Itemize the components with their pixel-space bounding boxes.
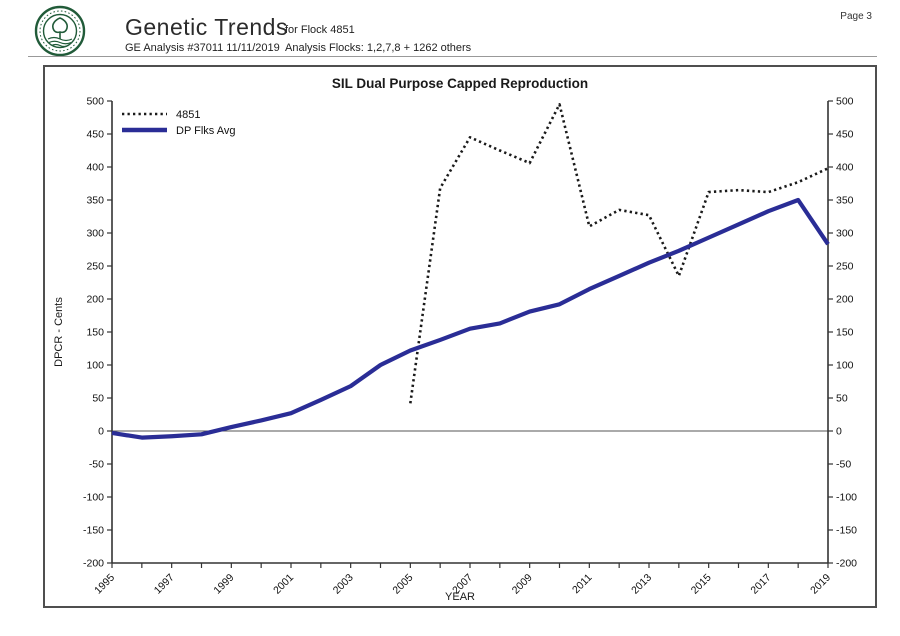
y-axis-tick-label-right: 250 xyxy=(836,261,854,273)
y-axis-tick-label: 150 xyxy=(86,327,104,339)
y-axis-tick-label: 350 xyxy=(86,195,104,207)
chart-panel: -200 -200 -150 -150 -100 -100 -50 -50 0 0 50 50 100 1… xyxy=(43,65,877,608)
y-axis-tick-label-right: -200 xyxy=(836,558,857,570)
y-axis-tick-label: 100 xyxy=(86,360,104,372)
x-axis-label: YEAR xyxy=(445,591,475,603)
y-axis-tick-label-right: 500 xyxy=(836,96,854,108)
y-axis-tick-label: 450 xyxy=(86,129,104,141)
y-axis-tick-label-right: 150 xyxy=(836,327,854,339)
y-axis-tick-label: -150 xyxy=(83,525,104,537)
y-axis-tick-label-right: 100 xyxy=(836,360,854,372)
y-axis-tick-label: -100 xyxy=(83,492,104,504)
page-number: Page 3 xyxy=(840,11,872,22)
y-axis-tick-label: 200 xyxy=(86,294,104,306)
chart-title: SIL Dual Purpose Capped Reproduction xyxy=(331,76,589,91)
chart-svg: -200 -200 -150 -150 -100 -100 -50 -50 0 0 50 50 100 1… xyxy=(83,96,857,597)
report-title: Genetic Trends xyxy=(125,14,288,40)
y-axis-tick-label: 0 xyxy=(98,426,104,438)
flock-info: for Flock 4851 xyxy=(285,24,355,36)
series-line-4851 xyxy=(409,102,829,404)
y-axis-tick-label-right: 350 xyxy=(836,195,854,207)
y-axis-tick-label: 250 xyxy=(86,261,104,273)
y-axis-tick-label-right: 200 xyxy=(836,294,854,306)
header-divider xyxy=(28,56,877,57)
sil-seal-logo-icon xyxy=(34,5,86,57)
y-axis-tick-label-right: -50 xyxy=(836,459,851,471)
legend-label-dp-flks-avg: DP Flks Avg xyxy=(176,125,236,137)
y-axis-tick-label: 500 xyxy=(86,96,104,108)
y-axis-tick-label: 50 xyxy=(92,393,104,405)
y-axis-tick-label: -50 xyxy=(89,459,104,471)
y-axis-tick-label-right: 50 xyxy=(836,393,848,405)
y-axis-label: DPCR - Cents xyxy=(53,297,65,367)
y-axis-tick-label: 300 xyxy=(86,228,104,240)
series-line-dp-flks-avg xyxy=(111,197,830,440)
y-axis-tick-label-right: 450 xyxy=(836,129,854,141)
y-axis-tick-label-right: 300 xyxy=(836,228,854,240)
analysis-flocks-info: Analysis Flocks: 1,2,7,8 + 1262 others xyxy=(285,42,472,54)
y-axis-tick-label: 400 xyxy=(86,162,104,174)
y-axis-tick-label: -200 xyxy=(83,558,104,570)
y-axis-tick-label-right: 400 xyxy=(836,162,854,174)
y-axis-tick-label-right: -150 xyxy=(836,525,857,537)
y-axis-tick-label-right: -100 xyxy=(836,492,857,504)
y-axis-tick-label-right: 0 xyxy=(836,426,842,438)
legend-label-4851: 4851 xyxy=(176,109,200,121)
analysis-info: GE Analysis #37011 11/11/2019 xyxy=(125,42,280,54)
